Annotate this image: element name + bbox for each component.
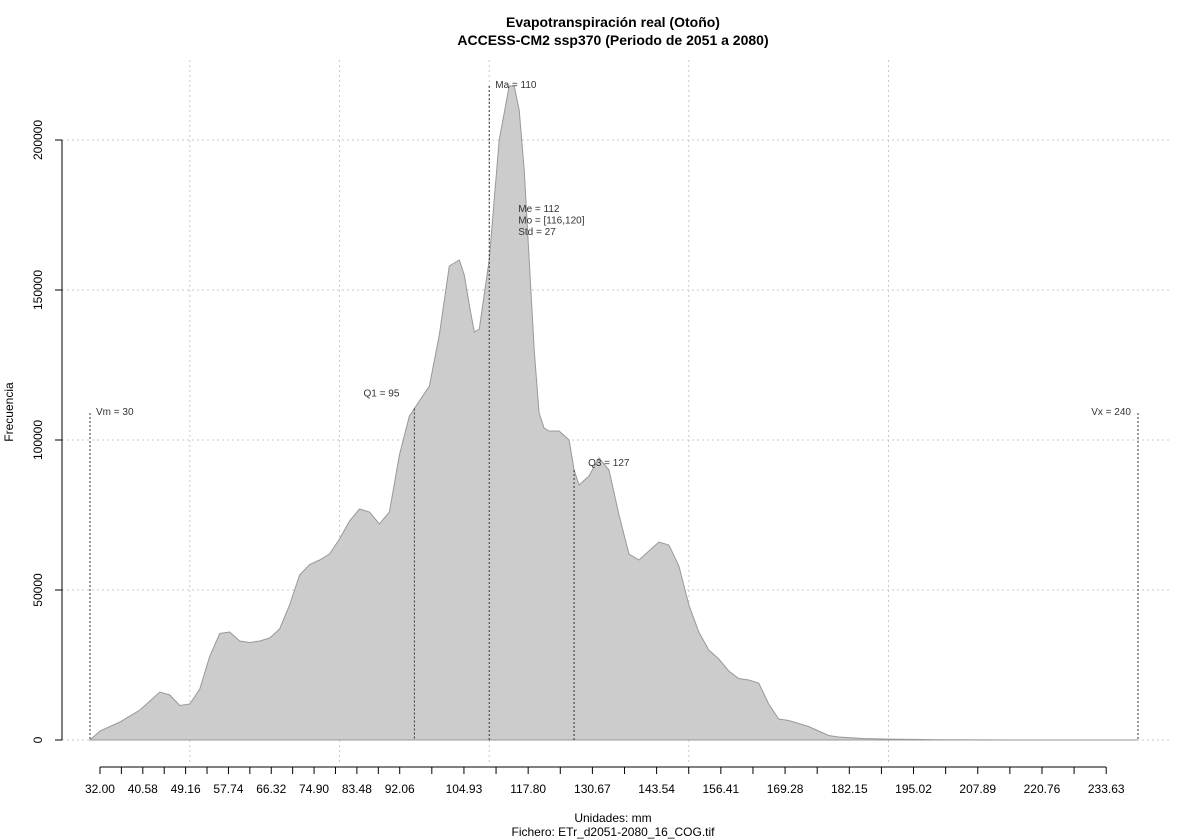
max-value-label: Vx = 240	[1091, 407, 1131, 418]
x-axis-label: Unidades: mm	[574, 811, 651, 825]
x-tick-label-15: 195.02	[895, 782, 932, 796]
x-axis-ticks: 32.00 40.58 49.16 57.74 66.32 74.90 83.48 92.06…	[85, 767, 1125, 796]
x-tick-label-17: 220.76	[1024, 782, 1061, 796]
x-tick-label-0: 32.00	[85, 782, 115, 796]
reference-lines	[89, 86, 1139, 740]
x-tick-label-4: 66.32	[256, 782, 286, 796]
q1-label: Q1 = 95	[364, 389, 400, 400]
x-tick-label-13: 169.28	[767, 782, 804, 796]
x-tick-label-9: 117.80	[510, 782, 546, 796]
x-tick-label-1: 40.58	[128, 782, 158, 796]
file-caption: Fichero: ETr_d2051-2080_16_COG.tif	[512, 825, 716, 839]
x-tick-label-2: 49.16	[171, 782, 201, 796]
density-area	[88, 85, 1138, 741]
x-tick-label-14: 182.15	[831, 782, 868, 796]
x-tick-label-8: 104.93	[446, 782, 483, 796]
y-tick-label-4: 200000	[31, 120, 45, 160]
x-tick-label-10: 130.67	[574, 782, 611, 796]
x-tick-label-12: 156.41	[702, 782, 739, 796]
x-tick-label-7: 92.06	[385, 782, 415, 796]
x-tick-label-6: 83.48	[342, 782, 372, 796]
min-value-label: Vm = 30	[96, 407, 134, 418]
q3-label: Q3 = 127	[588, 458, 630, 469]
x-tick-label-18: 233.63	[1088, 782, 1125, 796]
y-tick-label-3: 150000	[31, 270, 45, 310]
chart-title: Evapotranspiración real (Otoño)	[506, 14, 720, 30]
chart-subtitle: ACCESS-CM2 ssp370 (Periodo de 2051 a 208…	[457, 32, 768, 48]
x-tick-label-3: 57.74	[213, 782, 243, 796]
y-axis-label: Frecuencia	[2, 382, 16, 442]
mode-label: Mo = [116,120]	[518, 216, 584, 227]
std-label: Std = 27	[518, 227, 556, 238]
x-tick-label-11: 143.54	[638, 782, 675, 796]
y-axis-ticks: 0 50000 100000 150000 200000	[31, 120, 62, 743]
y-tick-label-2: 100000	[31, 420, 45, 460]
y-tick-label-1: 50000	[31, 573, 45, 607]
x-tick-label-5: 74.90	[299, 782, 329, 796]
x-tick-label-16: 207.89	[959, 782, 996, 796]
mean-label: Ma = 110	[495, 80, 537, 91]
y-tick-label-0: 0	[31, 736, 45, 743]
median-label: Me = 112	[518, 204, 560, 215]
